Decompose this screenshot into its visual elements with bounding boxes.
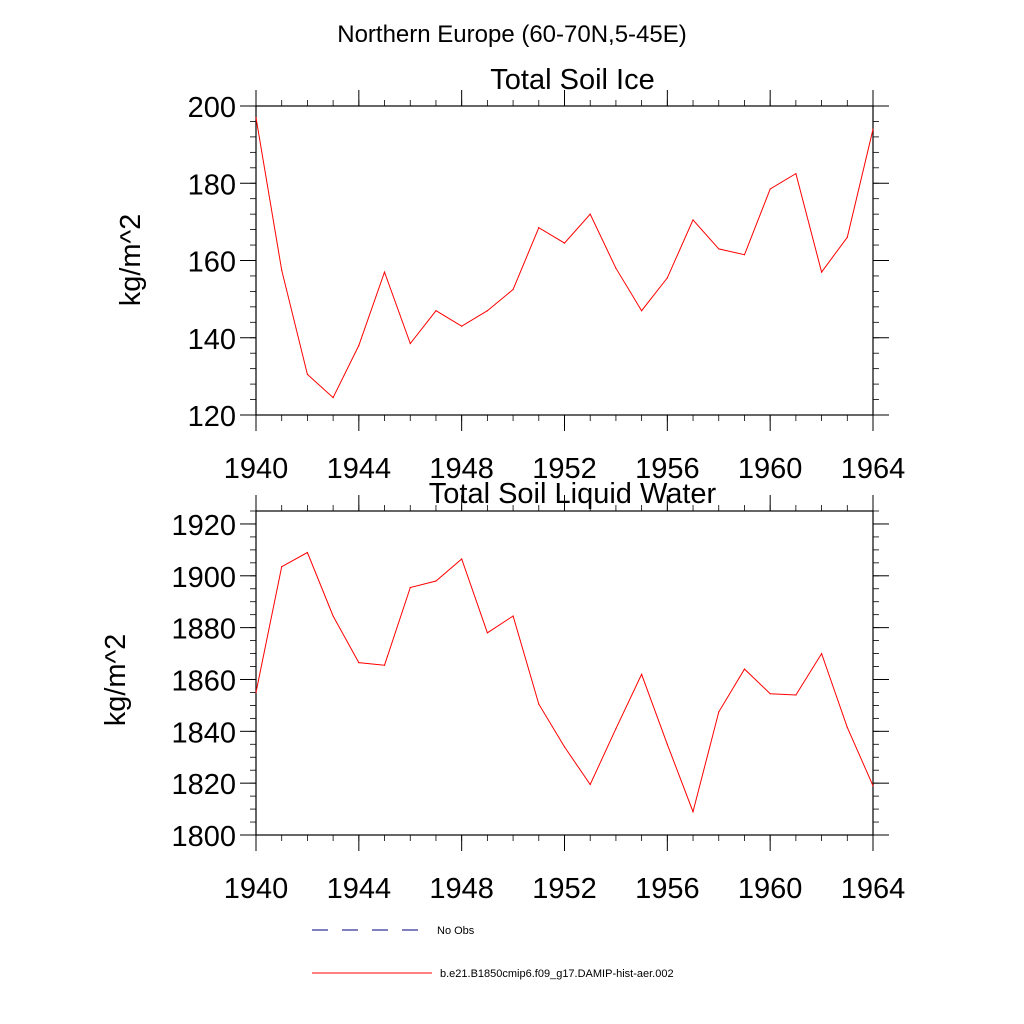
data-point [563, 242, 566, 244]
data-point [769, 188, 771, 190]
data-point [409, 586, 411, 589]
x-tick-label: 1952 [532, 873, 597, 905]
data-point [846, 236, 848, 238]
data-point [718, 711, 720, 713]
y-axis-label: kg/m^2 [115, 214, 147, 307]
x-tick-label: 1964 [841, 873, 906, 905]
panel-total-soil-ice: Total Soil Ice 120 140 160 180 200 1940 1944 194… [115, 64, 905, 485]
data-point [769, 693, 771, 695]
data-point [281, 566, 283, 568]
data-point [383, 664, 386, 666]
data-point [281, 269, 283, 271]
x-tick-label: 1964 [841, 453, 906, 485]
legend-label-no-obs: No Obs [437, 925, 475, 937]
y-tick-label: 180 [188, 169, 236, 201]
y-tick-label: 1860 [171, 665, 236, 697]
panel-total-soil-liquid-water: Total Soil Liquid Water 1800 1820 1840 1860 1… [100, 478, 905, 905]
data-point [641, 673, 643, 675]
data-point [332, 397, 334, 399]
legend: No Obs b.e21.B1850cmip6.f09_g17.DAMIP-hi… [312, 925, 674, 980]
data-point [538, 227, 540, 229]
data-point [589, 213, 591, 215]
data-point [435, 310, 437, 312]
plot-frame [255, 510, 874, 836]
x-tick-label: 1956 [635, 453, 700, 485]
data-point [615, 728, 617, 730]
data-point [255, 691, 257, 694]
data-point [383, 271, 386, 273]
legend-label-series: b.e21.B1850cmip6.f09_g17.DAMIP-hist-aer.… [440, 968, 674, 980]
data-point [461, 558, 463, 560]
data-point [641, 310, 643, 312]
data-point [512, 615, 514, 617]
data-point [486, 632, 488, 634]
x-tick-label: 1960 [738, 873, 803, 905]
data-point [538, 703, 540, 705]
data-point [692, 219, 694, 221]
y-tick-label: 1920 [171, 510, 236, 542]
data-point [743, 254, 746, 256]
data-point [743, 668, 746, 670]
panel-title: Total Soil Liquid Water [429, 478, 717, 510]
data-point [306, 551, 309, 554]
y-tick-label: 1840 [171, 717, 236, 749]
series-line [255, 117, 874, 399]
data-point [795, 694, 797, 696]
data-point [358, 662, 360, 664]
x-tick-label: 1940 [224, 873, 289, 905]
y-tick-label: 140 [188, 324, 236, 356]
x-tick-label: 1956 [635, 873, 700, 905]
data-point [846, 726, 848, 729]
x-tick-label: 1944 [327, 873, 392, 905]
data-point [589, 783, 591, 786]
data-point [512, 288, 514, 291]
data-point [872, 785, 874, 787]
plot-frame [255, 105, 874, 416]
data-point [692, 811, 694, 813]
y-tick-label: 160 [188, 247, 236, 279]
x-tick-label: 1960 [738, 453, 803, 485]
data-point [666, 743, 668, 745]
data-point [461, 325, 463, 327]
data-point [358, 344, 360, 347]
data-point [615, 267, 617, 269]
y-tick-label: 1800 [171, 821, 236, 853]
data-point [435, 580, 437, 582]
data-point [332, 615, 334, 617]
x-tick-label: 1952 [532, 453, 597, 485]
x-tick-label: 1940 [224, 453, 289, 485]
y-tick-label: 1880 [171, 614, 236, 646]
data-point [486, 310, 488, 312]
series-line [255, 551, 874, 814]
x-tick-label: 1948 [429, 873, 494, 905]
y-tick-label: 1900 [171, 562, 236, 594]
data-point [820, 271, 823, 273]
x-tick-label: 1944 [327, 453, 392, 485]
data-point [718, 248, 720, 250]
data-point [872, 128, 874, 130]
data-point [306, 373, 309, 376]
data-point [255, 116, 257, 119]
data-point [820, 652, 823, 655]
data-point [563, 746, 566, 748]
y-tick-label: 200 [188, 92, 236, 124]
x-tick-label: 1948 [429, 453, 494, 485]
y-axis-label: kg/m^2 [100, 634, 132, 727]
y-tick-label: 1820 [171, 769, 236, 801]
data-point [409, 342, 411, 345]
panel-title: Total Soil Ice [490, 64, 654, 96]
figure-suptitle: Northern Europe (60-70N,5-45E) [337, 21, 687, 48]
y-tick-label: 120 [188, 401, 236, 433]
data-point [666, 277, 668, 279]
data-point [795, 172, 797, 175]
